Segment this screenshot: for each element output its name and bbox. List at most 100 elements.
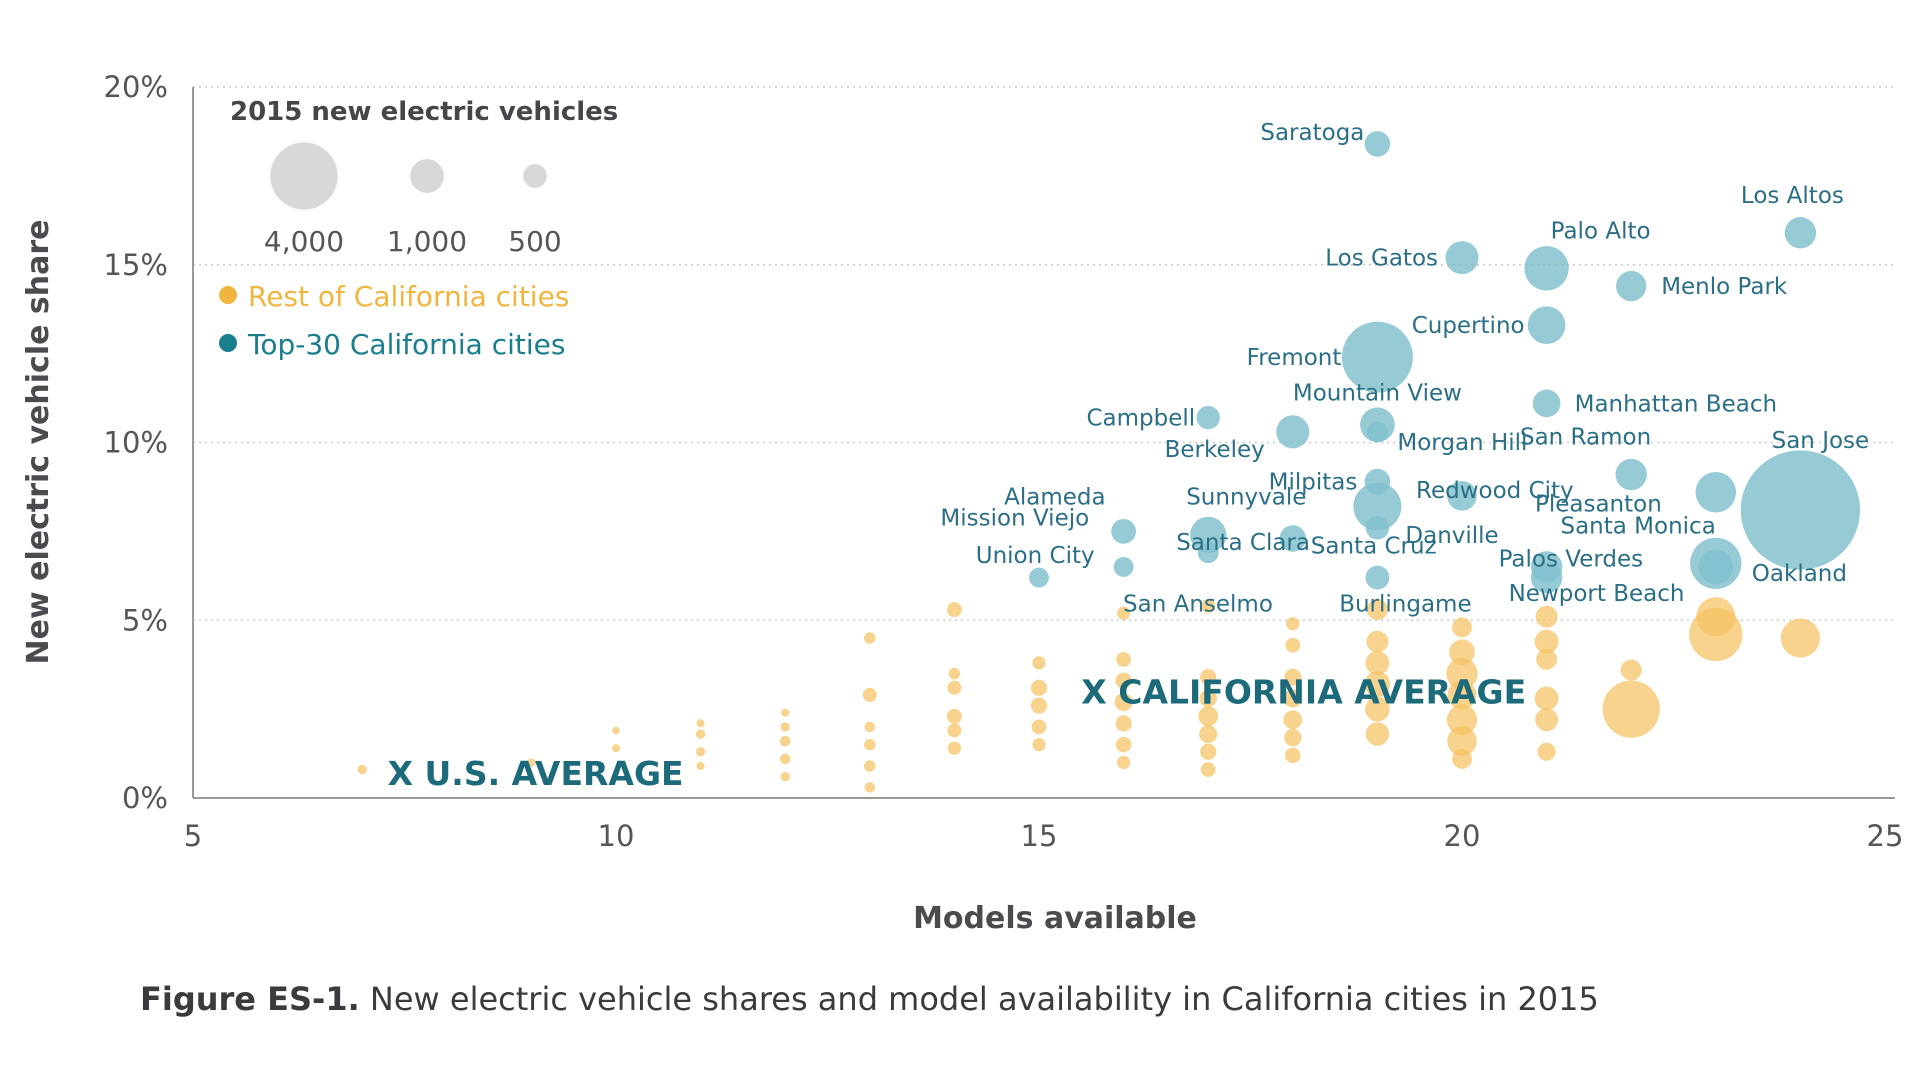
y-tick-label: 10%: [104, 426, 168, 460]
rest-point: [611, 744, 621, 753]
city-point-cupertino: [1527, 306, 1566, 345]
city-label-redwood-city: Redwood City: [1416, 478, 1574, 504]
rest-point: [1537, 742, 1556, 761]
city-label-alameda: Alameda: [1004, 484, 1105, 510]
y-tick-label: 15%: [104, 248, 168, 282]
rest-point: [1200, 743, 1217, 760]
city-label-milpitas: Milpitas: [1269, 470, 1358, 496]
rest-point: [1114, 692, 1133, 712]
city-point-saratoga: [1364, 131, 1391, 157]
city-label-sunnyvale: Sunnyvale: [1186, 484, 1306, 510]
rest-point: [1446, 704, 1478, 735]
axes: [192, 87, 1895, 799]
city-point-mission-viejo: [1197, 542, 1219, 564]
city-label-santa-cruz: Santa Cruz: [1311, 533, 1437, 559]
rest-point: [1285, 637, 1301, 653]
rest-point: [1032, 656, 1046, 670]
city-label-pleasanton: Pleasanton: [1535, 491, 1662, 517]
city-label-san-ramon: San Ramon: [1520, 424, 1651, 450]
rest-point: [864, 760, 876, 772]
city-point-san-anselmo: [1029, 567, 1049, 588]
city-label-manhattan-beach: Manhattan Beach: [1575, 391, 1777, 417]
rest-of-california-points: [357, 597, 1820, 793]
figure-caption: Figure ES-1. New electric vehicle shares…: [140, 980, 1599, 1018]
city-label-danville: Danville: [1405, 523, 1498, 549]
rest-point: [1115, 715, 1132, 732]
x-tick-label: 15: [1021, 819, 1058, 853]
rest-point: [1534, 686, 1559, 711]
us-average-marker: X U.S. AVERAGE: [388, 754, 684, 793]
city-label-santa-clara: Santa Clara: [1176, 530, 1310, 556]
rest-point: [1030, 697, 1048, 714]
legend-size-circle-1-000: [410, 159, 444, 193]
rest-point: [864, 721, 876, 733]
rest-point: [695, 729, 706, 739]
city-label-santa-monica: Santa Monica: [1560, 513, 1715, 539]
rest-point: [779, 753, 791, 765]
city-point-berkeley: [1276, 415, 1310, 449]
rest-point: [696, 719, 705, 728]
rest-point: [1696, 597, 1736, 637]
city-point-pleasanton: [1695, 472, 1737, 513]
rest-point: [947, 741, 962, 755]
x-tick-label: 20: [1444, 819, 1481, 853]
caption-bold: Figure ES-1.: [140, 980, 360, 1018]
city-point-newport-beach: [1530, 551, 1563, 583]
legend-rest-swatch: [219, 286, 237, 304]
city-point-manhattan-beach: [1532, 389, 1561, 418]
rest-point: [780, 722, 790, 732]
city-point-burlingame: [1365, 565, 1390, 590]
city-label-palo-alto: Palo Alto: [1551, 218, 1651, 244]
rest-point: [1116, 651, 1131, 667]
city-point-oakland: [1698, 549, 1734, 585]
rest-point: [947, 708, 962, 724]
rest-point: [947, 723, 962, 738]
rest-point: [1032, 738, 1046, 752]
x-tick-label: 5: [184, 819, 202, 853]
rest-point: [862, 687, 877, 702]
city-point-union-city: [1113, 556, 1134, 577]
rest-point: [1201, 599, 1216, 614]
city-point-los-gatos: [1445, 241, 1479, 275]
rest-point: [947, 680, 962, 695]
california-average-marker: X CALIFORNIA AVERAGE: [1081, 672, 1526, 711]
rest-point: [1031, 719, 1047, 735]
rest-point: [779, 735, 791, 747]
city-point-campbell: [1196, 405, 1220, 430]
rest-point: [1535, 605, 1558, 628]
city-point-palo-alto: [1524, 246, 1569, 291]
rest-point: [1365, 650, 1390, 675]
rest-point: [780, 771, 790, 782]
x-tick-label: 25: [1867, 819, 1904, 853]
rest-point: [1198, 706, 1219, 727]
rest-point: [1200, 762, 1216, 777]
city-label-san-jose: San Jose: [1772, 428, 1870, 454]
rest-point: [864, 738, 876, 751]
rest-point: [1365, 722, 1390, 746]
y-tick-label: 5%: [122, 603, 168, 637]
gridlines: [193, 86, 1895, 621]
legend-top-swatch: [219, 334, 237, 352]
legend-size-circle-4-000: [270, 142, 338, 210]
city-label-saratoga: Saratoga: [1260, 120, 1364, 146]
rest-point: [1447, 680, 1477, 710]
rest-point: [864, 632, 876, 644]
rest-point: [1447, 726, 1477, 756]
y-axis-title: New electric vehicle share: [21, 219, 56, 664]
rest-point: [1446, 657, 1478, 690]
rest-point: [1285, 747, 1301, 764]
city-labels: Saratoga Los Altos Palo Alto Los Gatos Menlo…: [940, 120, 1869, 618]
city-point-danville: [1365, 516, 1390, 540]
city-label-los-gatos: Los Gatos: [1325, 246, 1438, 272]
rest-point: [1536, 648, 1558, 670]
rest-point: [1284, 668, 1302, 686]
city-label-mission-viejo: Mission Viejo: [940, 506, 1089, 532]
city-label-newport-beach: Newport Beach: [1509, 581, 1685, 607]
city-label-san-anselmo: San Anselmo: [1123, 592, 1273, 618]
legend-size-label: 4,000: [264, 225, 344, 258]
rest-point: [695, 747, 706, 757]
rest-point: [612, 726, 620, 735]
rest-point: [1780, 618, 1820, 658]
x-axis-title: Models available: [913, 901, 1197, 936]
